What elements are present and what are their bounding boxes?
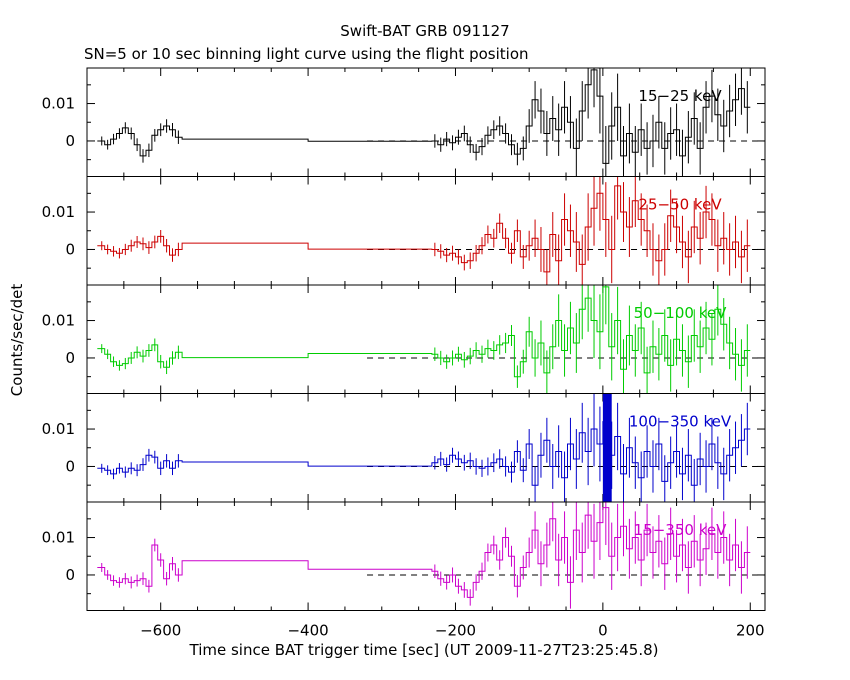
series-line [97, 69, 751, 164]
y-tick-label: 0.01 [42, 95, 75, 113]
x-tick-label: 200 [736, 622, 765, 640]
band-label: 15−25 keV [638, 87, 722, 105]
panel-data [97, 68, 765, 177]
series-line [97, 421, 751, 486]
x-axis-label: Time since BAT trigger time [sec] (UT 20… [189, 641, 659, 659]
chart-title: Swift-BAT GRB 091127 [340, 22, 509, 40]
panel-3: 0 0.01 50−100 keV [42, 284, 766, 394]
y-tick-label: 0 [65, 566, 75, 584]
x-tick-label: 0 [598, 622, 608, 640]
panel-frame [86, 67, 766, 177]
spike-bar [602, 393, 612, 502]
panel-data [97, 285, 765, 394]
panel-frame [86, 176, 766, 286]
panels-group: 0 0.01 15−25 keV 0 0.01 25−50 keV 0 0.01 50−100 … [42, 67, 766, 611]
band-label: 50−100 keV [634, 304, 727, 322]
panel-frame [86, 284, 766, 394]
panel-2: 0 0.01 25−50 keV [42, 176, 766, 286]
series-line [97, 286, 751, 378]
series-line [97, 507, 751, 598]
y-tick-label: 0 [65, 457, 75, 475]
panel-data [97, 393, 765, 502]
panel-frame [86, 393, 766, 503]
panel-data [97, 176, 765, 285]
x-axis: −600 −400 −200 0 200 [140, 622, 764, 640]
x-tick-label: −200 [435, 622, 476, 640]
panel-frame [86, 501, 766, 611]
y-axis-label: Counts/sec/det [8, 284, 26, 397]
panel-data [97, 502, 765, 609]
y-tick-label: 0.01 [42, 203, 75, 221]
chart-subtitle: SN=5 or 10 sec binning light curve using… [84, 45, 529, 63]
x-tick-label: −400 [287, 622, 328, 640]
series-line [97, 185, 751, 273]
y-tick-label: 0 [65, 349, 75, 367]
band-label: 25−50 keV [638, 196, 722, 214]
band-label: 15−350 keV [634, 521, 727, 539]
panel-1: 0 0.01 15−25 keV [42, 67, 766, 177]
x-tick-label: −600 [140, 622, 181, 640]
y-tick-label: 0.01 [42, 312, 75, 330]
panel-5: 0 0.01 15−350 keV [42, 501, 766, 611]
y-tick-label: 0.01 [42, 529, 75, 547]
panel-4: 0 0.01 100−350 keV [42, 393, 766, 503]
band-label: 100−350 keV [629, 413, 732, 431]
y-tick-label: 0 [65, 132, 75, 150]
y-tick-label: 0 [65, 240, 75, 258]
y-tick-label: 0.01 [42, 420, 75, 438]
